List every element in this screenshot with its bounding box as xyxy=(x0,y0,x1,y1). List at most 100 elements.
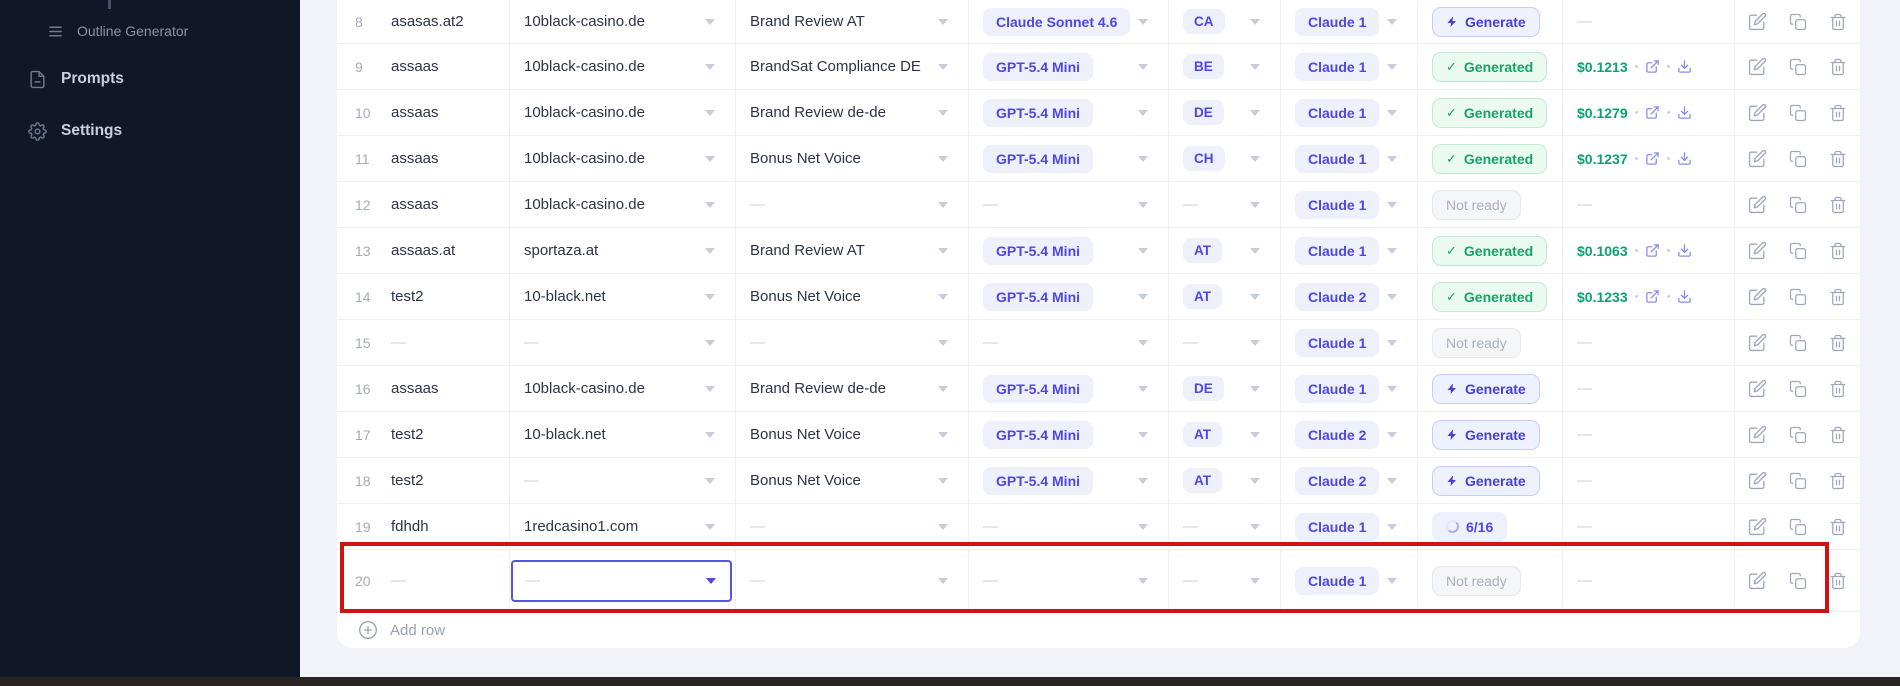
delete-button[interactable] xyxy=(1829,334,1847,352)
profile-select[interactable]: Claude 2 xyxy=(1281,458,1418,503)
profile-select[interactable]: Claude 2 xyxy=(1281,274,1418,319)
external-link-button[interactable] xyxy=(1645,59,1660,74)
name-cell[interactable]: 20— xyxy=(337,550,510,611)
profile-select[interactable]: Claude 1 xyxy=(1281,228,1418,273)
edit-button[interactable] xyxy=(1748,379,1767,398)
external-link-button[interactable] xyxy=(1645,105,1660,120)
prompt-select[interactable]: Brand Review AT xyxy=(736,0,969,43)
country-select[interactable]: AT xyxy=(1169,274,1281,319)
country-select[interactable]: — xyxy=(1169,182,1281,227)
focused-domain-select[interactable]: — xyxy=(511,559,732,602)
model-select[interactable]: GPT-5.4 Mini xyxy=(969,458,1169,503)
duplicate-button[interactable] xyxy=(1789,472,1807,490)
profile-select[interactable]: Claude 1 xyxy=(1281,90,1418,135)
prompt-select[interactable]: — xyxy=(736,320,969,365)
profile-select[interactable]: Claude 1 xyxy=(1281,504,1418,549)
profile-select[interactable]: Claude 1 xyxy=(1281,44,1418,89)
edit-button[interactable] xyxy=(1748,103,1767,122)
country-select[interactable]: AT xyxy=(1169,228,1281,273)
delete-button[interactable] xyxy=(1829,472,1847,490)
edit-button[interactable] xyxy=(1748,425,1767,444)
prompt-select[interactable]: Bonus Net Voice xyxy=(736,274,969,319)
download-button[interactable] xyxy=(1677,289,1692,304)
delete-button[interactable] xyxy=(1829,150,1847,168)
delete-button[interactable] xyxy=(1829,104,1847,122)
name-cell[interactable]: 18 test2 xyxy=(337,458,510,503)
country-select[interactable]: — xyxy=(1169,550,1281,611)
edit-button[interactable] xyxy=(1748,12,1767,31)
delete-button[interactable] xyxy=(1829,380,1847,398)
model-select[interactable]: GPT-5.4 Mini xyxy=(969,228,1169,273)
domain-select[interactable]: 10-black.net xyxy=(510,274,736,319)
country-select[interactable]: AT xyxy=(1169,412,1281,457)
prompt-select[interactable]: — xyxy=(736,504,969,549)
model-select[interactable]: Claude Sonnet 4.6 xyxy=(969,0,1169,43)
external-link-button[interactable] xyxy=(1645,151,1660,166)
download-button[interactable] xyxy=(1677,243,1692,258)
delete-button[interactable] xyxy=(1829,196,1847,214)
domain-select[interactable]: 10black-casino.de xyxy=(510,90,736,135)
name-cell[interactable]: 15— xyxy=(337,320,510,365)
model-select[interactable]: GPT-5.4 Mini xyxy=(969,90,1169,135)
delete-button[interactable] xyxy=(1829,13,1847,31)
profile-select[interactable]: Claude 2 xyxy=(1281,412,1418,457)
country-select[interactable]: — xyxy=(1169,320,1281,365)
profile-select[interactable]: Claude 1 xyxy=(1281,136,1418,181)
name-cell[interactable]: 17 test2 xyxy=(337,412,510,457)
model-select[interactable]: GPT-5.4 Mini xyxy=(969,136,1169,181)
sidebar-item-outline-generator[interactable]: Outline Generator xyxy=(0,13,300,49)
duplicate-button[interactable] xyxy=(1789,242,1807,260)
domain-select[interactable]: sportaza.at xyxy=(510,228,736,273)
country-select[interactable]: DE xyxy=(1169,90,1281,135)
domain-select[interactable]: 1redcasino1.com xyxy=(510,504,736,549)
duplicate-button[interactable] xyxy=(1789,572,1807,590)
profile-select[interactable]: Claude 1 xyxy=(1281,182,1418,227)
edit-button[interactable] xyxy=(1748,241,1767,260)
prompt-select[interactable]: Brand Review de-de xyxy=(736,366,969,411)
duplicate-button[interactable] xyxy=(1789,58,1807,76)
delete-button[interactable] xyxy=(1829,572,1847,590)
duplicate-button[interactable] xyxy=(1789,150,1807,168)
country-select[interactable]: AT xyxy=(1169,458,1281,503)
domain-select[interactable]: — xyxy=(510,550,736,611)
duplicate-button[interactable] xyxy=(1789,334,1807,352)
country-select[interactable]: BE xyxy=(1169,44,1281,89)
model-select[interactable]: GPT-5.4 Mini xyxy=(969,274,1169,319)
domain-select[interactable]: — xyxy=(510,320,736,365)
duplicate-button[interactable] xyxy=(1789,104,1807,122)
delete-button[interactable] xyxy=(1829,58,1847,76)
prompt-select[interactable]: Bonus Net Voice xyxy=(736,136,969,181)
duplicate-button[interactable] xyxy=(1789,288,1807,306)
country-select[interactable]: — xyxy=(1169,504,1281,549)
domain-select[interactable]: 10black-casino.de xyxy=(510,366,736,411)
duplicate-button[interactable] xyxy=(1789,380,1807,398)
download-button[interactable] xyxy=(1677,151,1692,166)
external-link-button[interactable] xyxy=(1645,289,1660,304)
edit-button[interactable] xyxy=(1748,57,1767,76)
prompt-select[interactable]: — xyxy=(736,182,969,227)
model-select[interactable]: GPT-5.4 Mini xyxy=(969,366,1169,411)
sidebar-item-prompts[interactable]: Prompts xyxy=(0,57,300,101)
duplicate-button[interactable] xyxy=(1789,13,1807,31)
model-select[interactable]: — xyxy=(969,182,1169,227)
name-cell[interactable]: 9 assaas xyxy=(337,44,510,89)
name-cell[interactable]: 19 fdhdh xyxy=(337,504,510,549)
domain-select[interactable]: — xyxy=(510,458,736,503)
prompt-select[interactable]: Brand Review AT xyxy=(736,228,969,273)
generate-button[interactable]: Generate xyxy=(1432,373,1540,404)
name-cell[interactable]: 12 assaas xyxy=(337,182,510,227)
generate-button[interactable]: Generate xyxy=(1432,419,1540,450)
delete-button[interactable] xyxy=(1829,242,1847,260)
prompt-select[interactable]: BrandSat Compliance DE xyxy=(736,44,969,89)
duplicate-button[interactable] xyxy=(1789,426,1807,444)
download-button[interactable] xyxy=(1677,59,1692,74)
edit-button[interactable] xyxy=(1748,287,1767,306)
domain-select[interactable]: 10black-casino.de xyxy=(510,0,736,43)
profile-select[interactable]: Claude 1 xyxy=(1281,0,1418,43)
duplicate-button[interactable] xyxy=(1789,518,1807,536)
sidebar-item-settings[interactable]: Settings xyxy=(0,109,300,153)
domain-select[interactable]: 10black-casino.de xyxy=(510,44,736,89)
name-cell[interactable]: 14 test2 xyxy=(337,274,510,319)
model-select[interactable]: — xyxy=(969,504,1169,549)
delete-button[interactable] xyxy=(1829,288,1847,306)
